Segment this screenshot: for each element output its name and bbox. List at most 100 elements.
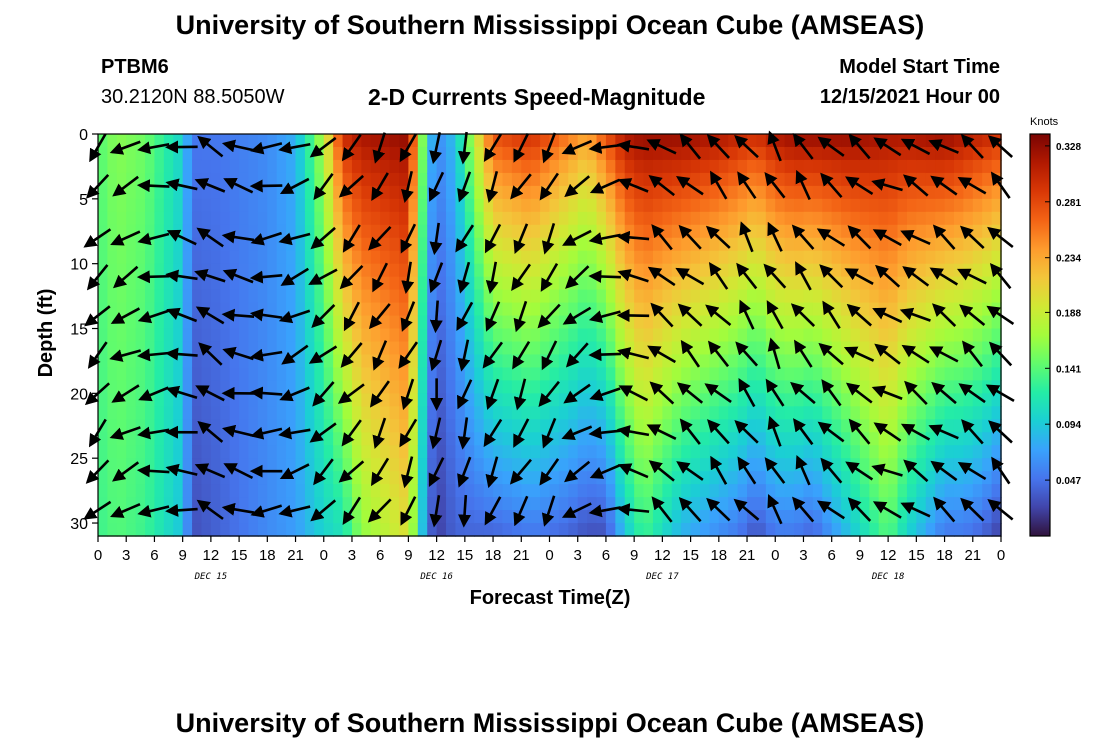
heatmap-cell bbox=[878, 250, 889, 265]
heatmap-cell bbox=[399, 367, 410, 382]
x-tick-label: 15 bbox=[908, 547, 925, 564]
heatmap-cell bbox=[201, 510, 212, 524]
current-vector-arrow bbox=[221, 424, 254, 438]
heatmap-cell bbox=[709, 367, 720, 382]
heatmap-cell bbox=[342, 224, 353, 239]
heatmap-cell bbox=[972, 302, 983, 317]
heatmap-cell bbox=[587, 354, 598, 369]
heatmap-cell bbox=[530, 159, 541, 174]
heatmap-cell bbox=[728, 328, 739, 343]
current-vector-arrow bbox=[680, 339, 701, 368]
heatmap-cell bbox=[342, 497, 353, 511]
heatmap-cell bbox=[925, 211, 936, 226]
heatmap-cell bbox=[399, 211, 410, 226]
current-vector-arrow bbox=[280, 267, 310, 286]
heatmap-cell bbox=[239, 263, 250, 278]
current-vector-arrow bbox=[311, 304, 336, 328]
heatmap-cell bbox=[577, 445, 588, 459]
heatmap-cell bbox=[145, 497, 156, 511]
y-axis-label: Depth (ft) bbox=[35, 289, 57, 378]
current-vector-arrow bbox=[165, 178, 198, 192]
heatmap-cell bbox=[888, 458, 899, 472]
heatmap-cell bbox=[728, 159, 739, 174]
heatmap-cell bbox=[700, 523, 711, 537]
heatmap-cell bbox=[709, 289, 720, 304]
heatmap-cell bbox=[652, 237, 664, 252]
heatmap-cell bbox=[558, 497, 570, 511]
heatmap-cell bbox=[972, 263, 983, 278]
heatmap-cell bbox=[888, 354, 899, 369]
heatmap-cell bbox=[568, 445, 579, 459]
heatmap-cell bbox=[859, 458, 871, 472]
heatmap-cell bbox=[700, 315, 711, 330]
colorbar: Knots 0.3280.2810.2340.1880.1410.0940.04… bbox=[1029, 116, 1081, 537]
heatmap-cell bbox=[182, 146, 193, 161]
heatmap-cell bbox=[700, 484, 711, 498]
heatmap-cell bbox=[239, 445, 250, 459]
heatmap-cell bbox=[737, 250, 748, 265]
current-vector-arrow bbox=[342, 224, 361, 253]
heatmap-cell bbox=[605, 523, 617, 537]
heatmap-cell bbox=[605, 224, 617, 239]
heatmap-cell bbox=[192, 523, 203, 537]
heatmap-cell bbox=[794, 289, 805, 304]
heatmap-cell bbox=[229, 250, 240, 265]
heatmap-cell bbox=[502, 354, 513, 369]
heatmap-cell bbox=[154, 237, 165, 252]
heatmap-cell bbox=[464, 354, 475, 369]
current-vector-arrow bbox=[279, 386, 310, 402]
heatmap-cell bbox=[361, 276, 372, 291]
heatmap-cell bbox=[474, 185, 485, 200]
current-vector-arrow bbox=[342, 496, 362, 525]
current-vector-arrow bbox=[483, 133, 503, 162]
heatmap-cell bbox=[173, 250, 184, 265]
current-vector-arrow bbox=[871, 178, 903, 192]
heatmap-cell bbox=[906, 276, 918, 291]
heatmap-cell bbox=[286, 458, 297, 472]
heatmap-cell bbox=[700, 146, 711, 161]
heatmap-cell bbox=[295, 250, 306, 265]
heatmap-cell bbox=[163, 146, 174, 161]
heatmap-cell bbox=[624, 523, 635, 537]
heatmap-cell bbox=[925, 471, 936, 485]
heatmap-cell bbox=[615, 354, 626, 369]
heatmap-cell bbox=[502, 445, 513, 459]
heatmap-cell bbox=[756, 484, 767, 498]
heatmap-cell bbox=[417, 406, 428, 420]
heatmap-cell bbox=[859, 380, 871, 395]
current-vector-arrow bbox=[485, 456, 499, 489]
heatmap-cell bbox=[925, 367, 936, 382]
heatmap-cell bbox=[427, 484, 438, 498]
heatmap-cell bbox=[417, 328, 428, 343]
heatmap-cell bbox=[643, 237, 654, 252]
heatmap-cell bbox=[361, 198, 372, 213]
heatmap-cell bbox=[577, 302, 588, 317]
heatmap-cell bbox=[906, 471, 918, 485]
heatmap-cell bbox=[530, 328, 541, 343]
heatmap-cell bbox=[446, 523, 457, 537]
heatmap-cell bbox=[389, 419, 400, 433]
heatmap-cell bbox=[370, 419, 381, 433]
heatmap-cell bbox=[728, 237, 739, 252]
heatmap-cell bbox=[549, 393, 560, 408]
heatmap-cell bbox=[220, 354, 231, 369]
heatmap-cell bbox=[596, 263, 607, 278]
heatmap-cell bbox=[145, 419, 156, 433]
heatmap-cell bbox=[634, 146, 645, 161]
heatmap-cell bbox=[455, 406, 466, 420]
heatmap-cell bbox=[577, 250, 588, 265]
heatmap-cell bbox=[925, 198, 936, 213]
heatmap-cell bbox=[991, 146, 1002, 161]
heatmap-cell bbox=[342, 328, 353, 343]
heatmap-cell bbox=[652, 328, 664, 343]
heatmap-cell bbox=[878, 289, 889, 304]
heatmap-cell bbox=[728, 250, 739, 265]
heatmap-cell bbox=[747, 380, 758, 395]
heatmap-cell bbox=[464, 510, 475, 524]
heatmap-cell bbox=[558, 367, 570, 382]
heatmap-cell bbox=[596, 419, 607, 433]
heatmap-cell bbox=[587, 406, 598, 420]
heatmap-cell bbox=[408, 367, 419, 382]
heatmap-cell bbox=[267, 380, 278, 395]
heatmap-cell bbox=[182, 419, 193, 433]
